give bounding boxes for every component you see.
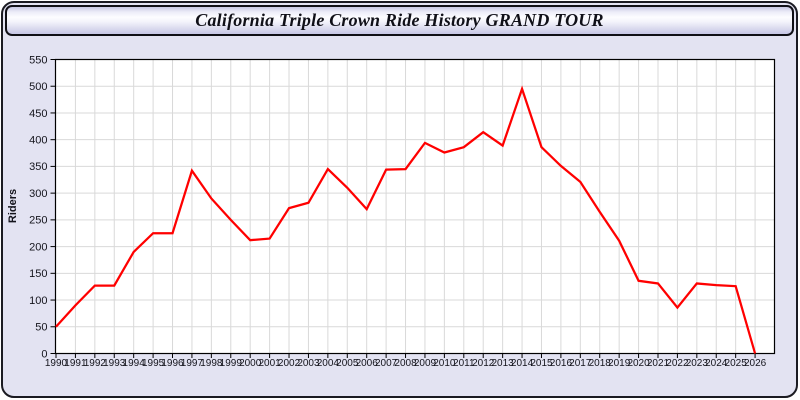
- svg-text:2024: 2024: [705, 358, 728, 369]
- svg-text:1996: 1996: [161, 358, 184, 369]
- svg-text:1999: 1999: [220, 358, 243, 369]
- svg-text:2026: 2026: [744, 358, 767, 369]
- svg-text:2007: 2007: [375, 358, 398, 369]
- axes-box: [54, 58, 776, 355]
- svg-text:1994: 1994: [123, 358, 146, 369]
- x-tick-labels: 1990199119921993199419951996199719981999…: [45, 358, 767, 369]
- svg-text:2010: 2010: [433, 358, 456, 369]
- svg-text:300: 300: [29, 188, 47, 200]
- svg-text:2019: 2019: [608, 358, 631, 369]
- svg-text:2009: 2009: [414, 358, 437, 369]
- svg-text:1992: 1992: [84, 358, 107, 369]
- svg-text:2011: 2011: [453, 358, 475, 369]
- svg-text:0: 0: [41, 348, 47, 360]
- svg-text:2023: 2023: [686, 358, 709, 369]
- series-line-riders: [55, 85, 757, 354]
- svg-text:2013: 2013: [492, 358, 515, 369]
- plot-background: [55, 59, 775, 354]
- y-axis-label: Riders: [7, 189, 19, 223]
- svg-text:2002: 2002: [278, 358, 301, 369]
- svg-text:2012: 2012: [472, 358, 495, 369]
- svg-text:2001: 2001: [258, 358, 281, 369]
- y-tick-labels: 0 50 100 150 200 250 300 350 400 450 500 550: [29, 54, 47, 360]
- svg-text:2021: 2021: [647, 358, 670, 369]
- svg-text:150: 150: [29, 268, 47, 280]
- svg-text:500: 500: [29, 81, 47, 93]
- svg-text:2000: 2000: [239, 358, 262, 369]
- svg-text:2022: 2022: [666, 358, 689, 369]
- svg-text:1995: 1995: [142, 358, 165, 369]
- svg-text:100: 100: [29, 295, 47, 307]
- tick-marks: [50, 59, 756, 358]
- svg-text:2025: 2025: [725, 358, 748, 369]
- svg-text:1993: 1993: [103, 358, 126, 369]
- svg-text:2014: 2014: [511, 358, 534, 369]
- svg-text:1997: 1997: [181, 358, 204, 369]
- svg-text:2004: 2004: [317, 358, 340, 369]
- chart-title: California Triple Crown Ride History GRA…: [195, 10, 604, 30]
- svg-text:1991: 1991: [64, 358, 87, 369]
- svg-text:2015: 2015: [530, 358, 553, 369]
- svg-text:2005: 2005: [336, 358, 359, 369]
- svg-text:550: 550: [29, 54, 47, 66]
- svg-text:2008: 2008: [394, 358, 417, 369]
- svg-text:50: 50: [35, 322, 47, 334]
- svg-text:2017: 2017: [569, 358, 592, 369]
- svg-text:250: 250: [29, 215, 47, 227]
- svg-text:2018: 2018: [589, 358, 612, 369]
- svg-text:200: 200: [29, 241, 47, 253]
- svg-text:1990: 1990: [45, 358, 68, 369]
- svg-text:1998: 1998: [200, 358, 223, 369]
- svg-text:450: 450: [29, 108, 47, 120]
- svg-text:350: 350: [29, 161, 47, 173]
- svg-text:400: 400: [29, 134, 47, 146]
- svg-text:2006: 2006: [356, 358, 379, 369]
- svg-text:2020: 2020: [627, 358, 650, 369]
- svg-text:2003: 2003: [297, 358, 320, 369]
- svg-text:2016: 2016: [550, 358, 573, 369]
- title-bar: California Triple Crown Ride History GRA…: [5, 5, 794, 36]
